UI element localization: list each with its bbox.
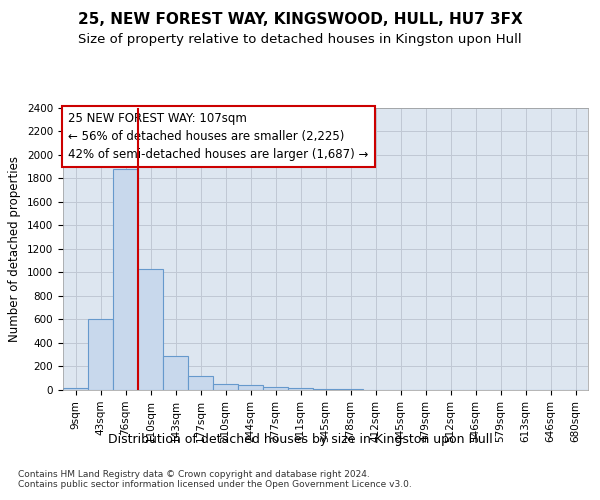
Text: Distribution of detached houses by size in Kingston upon Hull: Distribution of detached houses by size … [107, 432, 493, 446]
Bar [238, 386, 263, 390]
Text: 25 NEW FOREST WAY: 107sqm
← 56% of detached houses are smaller (2,225)
42% of se: 25 NEW FOREST WAY: 107sqm ← 56% of detac… [68, 112, 368, 160]
Bar [188, 376, 213, 390]
Bar [138, 269, 163, 390]
Y-axis label: Number of detached properties: Number of detached properties [8, 156, 22, 342]
Bar [263, 387, 288, 390]
Bar [213, 384, 238, 390]
Bar [63, 388, 88, 390]
Bar [288, 388, 313, 390]
Text: Size of property relative to detached houses in Kingston upon Hull: Size of property relative to detached ho… [78, 32, 522, 46]
Bar [163, 356, 188, 390]
Bar [88, 320, 113, 390]
Text: Contains HM Land Registry data © Crown copyright and database right 2024.
Contai: Contains HM Land Registry data © Crown c… [18, 470, 412, 490]
Text: 25, NEW FOREST WAY, KINGSWOOD, HULL, HU7 3FX: 25, NEW FOREST WAY, KINGSWOOD, HULL, HU7… [77, 12, 523, 28]
Bar [113, 168, 138, 390]
